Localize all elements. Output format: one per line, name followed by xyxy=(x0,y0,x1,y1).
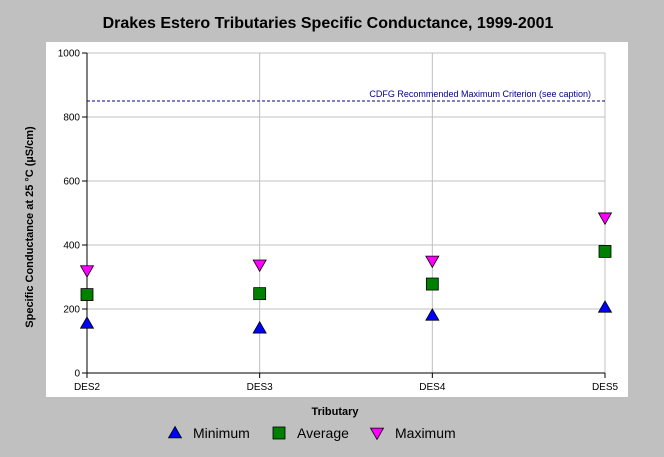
legend-maximum-marker xyxy=(369,427,385,441)
reference-line-group: CDFG Recommended Maximum Criterion (see … xyxy=(87,89,605,102)
data-marks xyxy=(79,212,613,334)
maximum-point xyxy=(79,265,95,278)
maximum-point xyxy=(597,212,613,226)
x-tick-label: DES4 xyxy=(419,382,446,393)
average-point xyxy=(253,287,267,301)
legend-minimum-label: Minimum xyxy=(193,425,250,441)
legend-average-label: Average xyxy=(297,425,349,441)
y-tick-label: 600 xyxy=(63,177,80,188)
minimum-point xyxy=(597,300,613,313)
minimum-point xyxy=(79,316,95,329)
y-tick-label: 800 xyxy=(63,113,80,124)
x-tick-label: DES5 xyxy=(592,382,619,393)
y-tick-label: 1000 xyxy=(58,49,81,60)
y-tick-label: 0 xyxy=(74,369,80,380)
legend-average-marker xyxy=(272,426,286,440)
legend-maximum-label: Maximum xyxy=(395,425,456,441)
x-axis-title: Tributary xyxy=(311,406,359,418)
minimum-point xyxy=(425,308,440,321)
maximum-point xyxy=(252,259,267,273)
x-tick-label: DES3 xyxy=(247,382,274,393)
legend: Minimum Average Maximum xyxy=(167,425,456,441)
y-tick-label: 200 xyxy=(63,305,80,316)
minimum-point xyxy=(252,320,267,334)
maximum-point xyxy=(425,255,440,269)
axes: 0 200 400 600 800 1000 DES2 DES3 DES4 DES5 xyxy=(58,49,619,394)
average-point xyxy=(425,277,439,291)
reference-line-label: CDFG Recommended Maximum Criterion (see … xyxy=(369,89,591,99)
chart-title: Drakes Estero Tributaries Specific Condu… xyxy=(103,15,554,32)
legend-minimum-marker xyxy=(167,425,183,439)
y-axis-title: Specific Conductance at 25 °C (µS/cm) xyxy=(24,126,36,328)
average-point xyxy=(80,288,94,302)
y-tick-label: 400 xyxy=(63,241,80,252)
average-point xyxy=(598,244,612,258)
x-tick-label: DES2 xyxy=(74,382,101,393)
